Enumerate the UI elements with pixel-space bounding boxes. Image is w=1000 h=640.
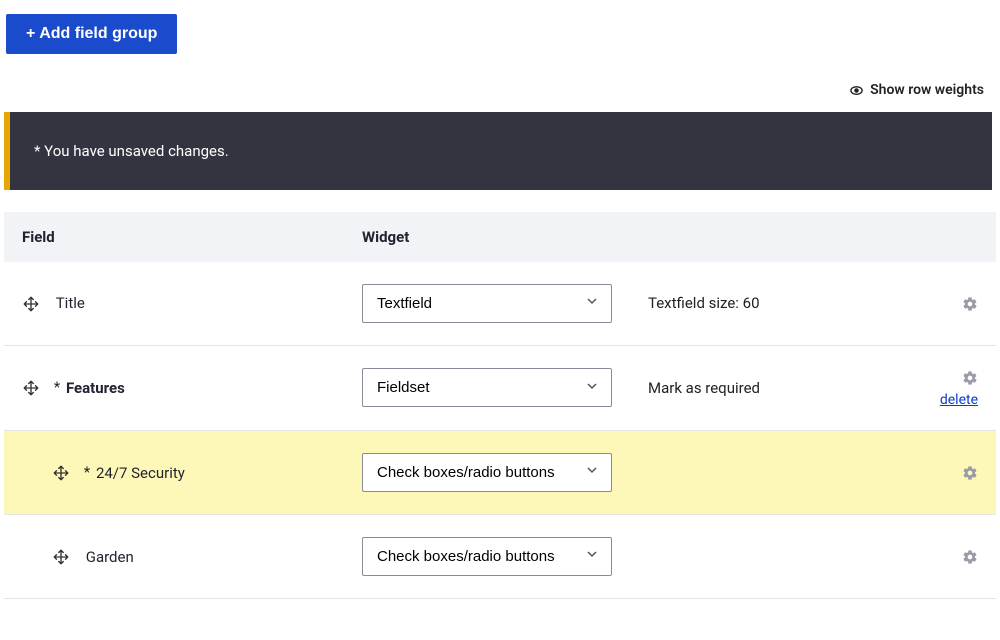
required-mark: * (54, 378, 60, 396)
widget-select[interactable]: Check boxes/radio buttons (362, 453, 612, 492)
field-label: Features (66, 379, 125, 397)
eye-icon (849, 83, 864, 98)
gear-icon[interactable] (962, 549, 978, 565)
drag-handle-icon[interactable] (52, 464, 70, 482)
table-row: * 24/7 Security Check boxes/radio button… (4, 430, 996, 514)
widget-select[interactable]: Check boxes/radio buttons (362, 537, 612, 576)
show-row-weights-link[interactable]: Show row weights (849, 82, 984, 98)
gear-icon[interactable] (962, 296, 978, 312)
table-row: * Features Fieldset Mark as required del… (4, 345, 996, 430)
widget-select[interactable]: Textfield (362, 284, 612, 323)
header-field: Field (4, 212, 344, 262)
table-row: Garden Check boxes/radio buttons (4, 514, 996, 598)
header-info (630, 212, 922, 262)
field-label: Title (56, 295, 85, 313)
unsaved-changes-alert: * You have unsaved changes. (4, 112, 992, 190)
drag-handle-icon[interactable] (22, 379, 40, 397)
gear-icon[interactable] (962, 465, 978, 481)
alert-message: * You have unsaved changes. (34, 142, 229, 160)
drag-handle-icon[interactable] (52, 548, 70, 566)
field-label: 24/7 Security (96, 464, 185, 482)
delete-link[interactable]: delete (940, 392, 978, 408)
gear-icon[interactable] (962, 370, 978, 386)
add-field-group-button[interactable]: + Add field group (6, 14, 177, 54)
field-info: Textfield size: 60 (648, 294, 760, 312)
table-header-row: Field Widget (4, 212, 996, 262)
field-info: Mark as required (648, 379, 760, 397)
header-widget: Widget (344, 212, 630, 262)
widget-select[interactable]: Fieldset (362, 368, 612, 407)
field-label: Garden (86, 548, 134, 566)
header-actions (922, 212, 996, 262)
show-row-weights-label: Show row weights (870, 82, 984, 98)
drag-handle-icon[interactable] (22, 295, 40, 313)
required-mark: * (84, 463, 90, 481)
table-row: Title Textfield Textfield size: 60 (4, 262, 996, 346)
fields-table: Field Widget Title Textfield (4, 212, 996, 599)
